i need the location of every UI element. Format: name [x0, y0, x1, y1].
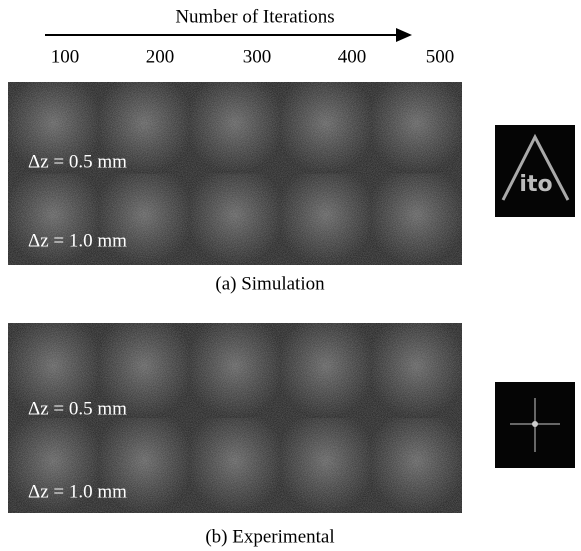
axis-title: Number of Iterations — [175, 6, 334, 27]
row-label: Δz = 0.5 mm — [28, 151, 127, 172]
inset-text: ito — [519, 172, 552, 197]
row-label: Δz = 0.5 mm — [28, 398, 127, 419]
row-label: Δz = 1.0 mm — [28, 481, 127, 502]
iteration-label: 500 — [426, 46, 455, 67]
inset-center — [532, 421, 538, 427]
figure: Number of Iterations 100 200 300 400 500 Δz … — [0, 0, 581, 551]
panel-caption: (b) Experimental — [205, 526, 334, 547]
simulation-panel: Δz = 0.5 mm Δz = 1.0 mm (a) Simulation — [8, 82, 462, 294]
iteration-label: 200 — [146, 46, 175, 67]
iteration-label: 100 — [51, 46, 80, 67]
row-label: Δz = 1.0 mm — [28, 230, 127, 251]
experimental-panel: Δz = 0.5 mm Δz = 1.0 mm (b) Experimental — [8, 323, 462, 547]
iteration-label: 400 — [338, 46, 367, 67]
arrow-head — [396, 28, 412, 42]
panel-caption: (a) Simulation — [215, 273, 325, 294]
iteration-label: 300 — [243, 46, 272, 67]
